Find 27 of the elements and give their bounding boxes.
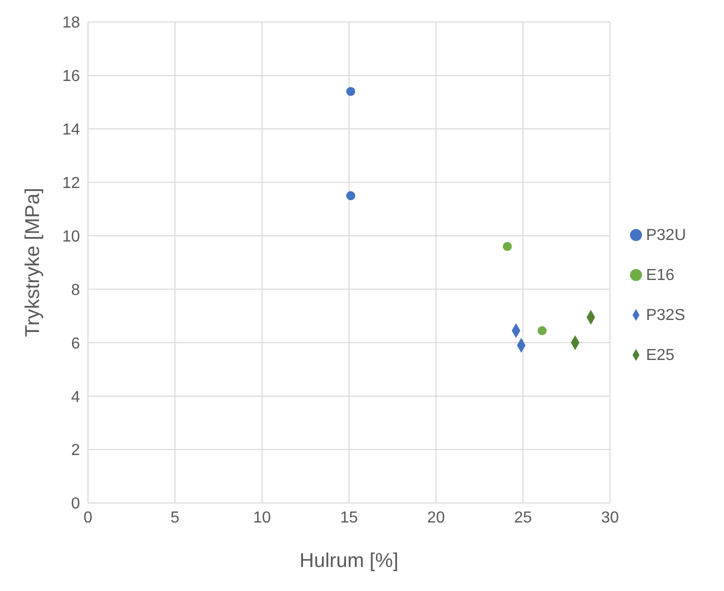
legend-label: E25 [646,346,674,364]
y-tick-label: 10 [62,228,80,246]
y-tick-label: 14 [62,122,80,139]
y-tick-label: 18 [62,14,80,32]
x-tick-label: 0 [84,509,93,526]
y-axis-title: Trykstryke [MPa] [22,188,44,338]
y-tick-label: 16 [62,68,80,86]
x-tick-label: 30 [601,509,619,526]
x-tick-label: 15 [340,509,358,526]
y-tick-label: 8 [71,282,80,299]
point [502,242,512,251]
legend-label: E16 [646,266,674,284]
legend-label: P32S [646,306,686,324]
y-tick-label: 2 [71,442,80,460]
point [346,191,356,200]
x-tick-label: 10 [253,509,271,526]
x-axis-title: Hulrum [%] [300,550,398,572]
y-tick-label: 0 [71,496,80,513]
x-tick-label: 20 [427,509,445,526]
y-tick-label: 4 [71,388,80,406]
legend-label: P32U [646,226,686,244]
point [346,86,356,96]
x-tick-label: 5 [170,509,180,526]
y-tick-label: 6 [71,335,80,352]
y-tick-label: 12 [62,175,80,192]
point [538,326,547,336]
x-tick-label: 25 [514,509,532,526]
